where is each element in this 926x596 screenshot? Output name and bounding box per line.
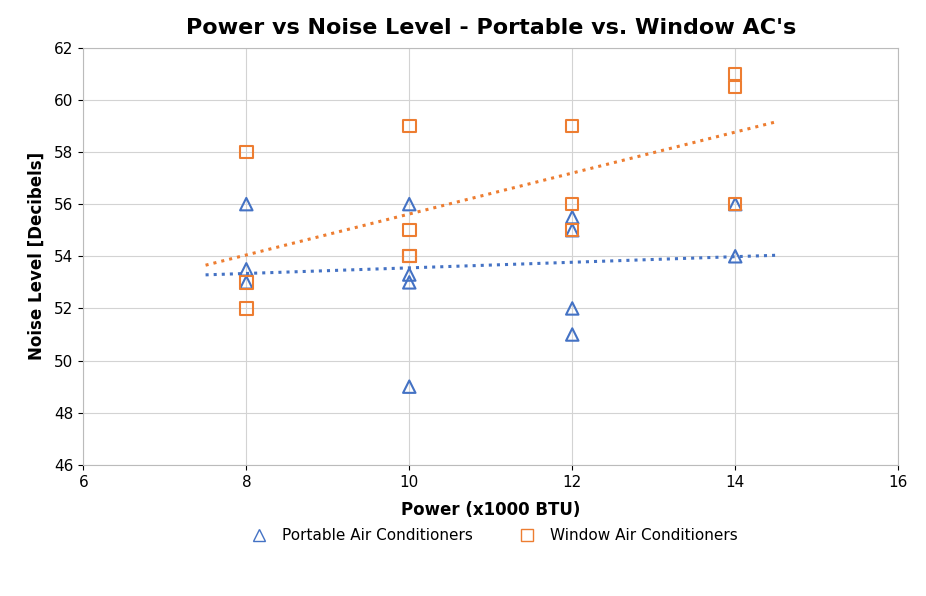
Point (728, 69, 743, 79)
Y-axis label: Noise Level [Decibels]: Noise Level [Decibels] (28, 152, 46, 361)
Point (239, 147, 254, 157)
Point (728, 82, 743, 92)
Legend: Portable Air Conditioners, Window Air Conditioners: Portable Air Conditioners, Window Air Co… (238, 522, 744, 549)
Point (565, 304, 580, 313)
Point (728, 199, 743, 209)
Point (402, 382, 417, 392)
Point (402, 270, 417, 280)
Point (402, 225, 417, 235)
Point (565, 212, 580, 222)
Point (565, 225, 580, 235)
Point (239, 199, 254, 209)
Point (728, 199, 743, 209)
Point (565, 330, 580, 339)
Point (402, 278, 417, 287)
Point (239, 278, 254, 287)
Point (565, 121, 580, 131)
X-axis label: Power (x1000 BTU): Power (x1000 BTU) (401, 501, 581, 519)
Point (239, 278, 254, 287)
Point (402, 252, 417, 261)
Point (728, 252, 743, 261)
Point (402, 199, 417, 209)
Title: Power vs Noise Level - Portable vs. Window AC's: Power vs Noise Level - Portable vs. Wind… (185, 18, 796, 38)
Point (239, 265, 254, 274)
Point (565, 199, 580, 209)
Point (565, 225, 580, 235)
Point (402, 252, 417, 261)
Point (402, 121, 417, 131)
Point (239, 304, 254, 313)
